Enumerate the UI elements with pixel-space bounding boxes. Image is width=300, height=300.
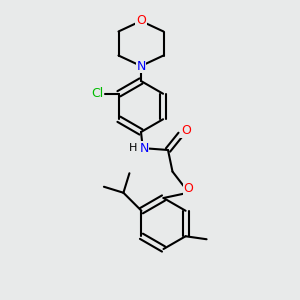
Text: N: N: [139, 142, 149, 155]
Text: O: O: [183, 182, 193, 196]
Text: Cl: Cl: [91, 87, 104, 100]
Text: O: O: [136, 14, 146, 28]
Text: O: O: [181, 124, 191, 137]
Text: N: N: [136, 59, 146, 73]
Text: H: H: [129, 143, 138, 154]
